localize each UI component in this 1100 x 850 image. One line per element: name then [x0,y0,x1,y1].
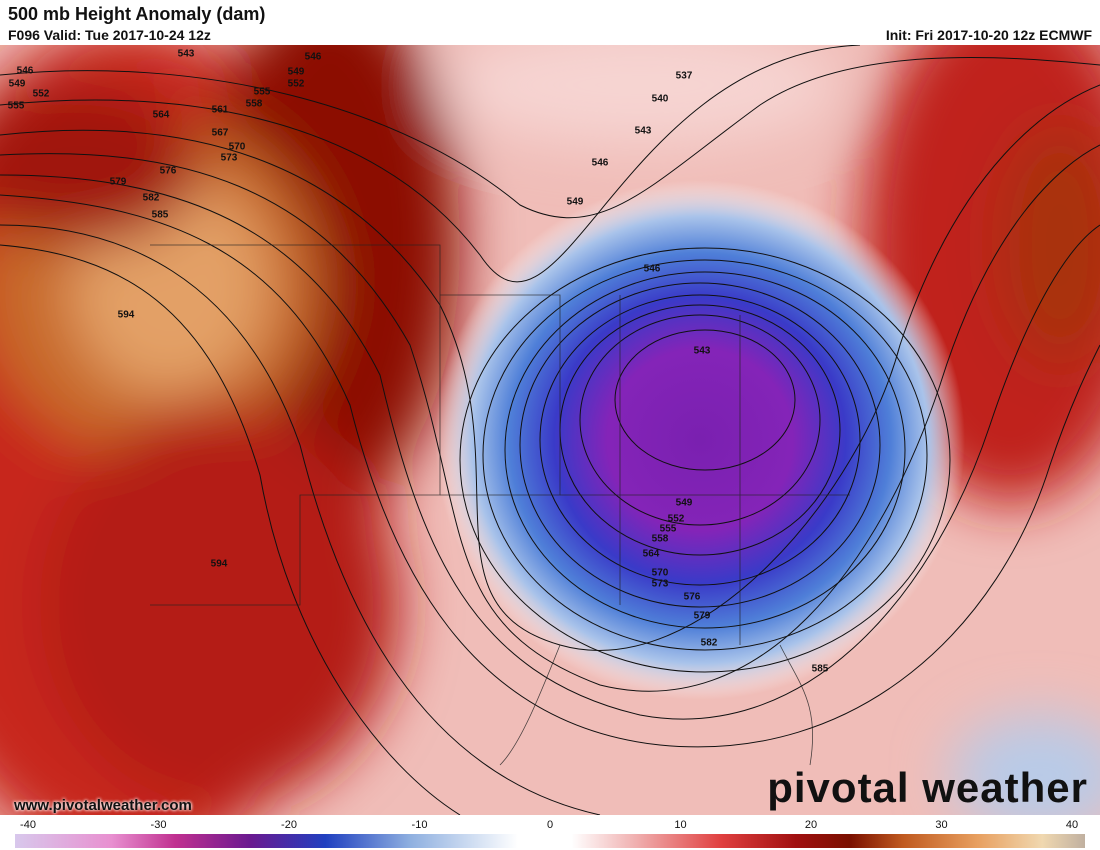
contour-label: 549 [9,79,26,90]
contour-label: 555 [660,524,677,535]
contour-label: 576 [160,166,177,177]
contour-label: 570 [229,142,246,153]
contour-label: 579 [110,177,127,188]
contour-label: 549 [676,498,693,509]
contour-label: 585 [152,210,169,221]
contour-label: 552 [33,89,50,100]
contour-label: 582 [701,638,718,649]
init-time: Init: Fri 2017-10-20 12z ECMWF [885,27,1092,43]
contour-label: 552 [668,514,685,525]
colorbar-tick-label: 40 [1066,819,1078,831]
contour-label: 546 [17,66,34,77]
colorbar-tick-label: 10 [674,819,686,831]
contour-label: 555 [8,101,25,112]
contour-label: 564 [643,549,660,560]
colorbar: -40 -30 -20 -10 0 10 20 30 40 [15,819,1085,848]
valid-time: F096 Valid: Tue 2017-10-24 12z [8,27,211,43]
contour-label: 537 [676,71,693,82]
contour-label: 594 [118,310,135,321]
contour-label: 582 [143,193,160,204]
contour-label: 549 [288,67,305,78]
contour-label: 576 [684,592,701,603]
contour-label: 543 [178,49,195,60]
contour-label: 594 [211,559,228,570]
contour-label: 546 [592,158,609,169]
colorbar-tick-label: -40 [20,819,36,831]
colorbar-tick-label: -10 [412,819,428,831]
contour-label: 540 [652,94,669,105]
colorbar-scale [15,834,1085,848]
contour-label: 543 [694,346,711,357]
map-title: 500 mb Height Anomaly (dam) [8,4,266,24]
contour-label: 546 [644,264,661,275]
contour-label: 573 [221,153,238,164]
contour-label: 567 [212,128,229,139]
colorbar-tick-label: 20 [805,819,817,831]
logo: pivotal weather [767,764,1088,811]
contour-label: 552 [288,79,305,90]
colorbar-tick-label: -30 [151,819,167,831]
contour-label: 573 [652,579,669,590]
contour-label: 558 [652,534,669,545]
contour-label: 546 [305,52,322,63]
contour-label: 564 [153,110,170,121]
contour-label: 555 [254,87,271,98]
contour-label: 570 [652,568,669,579]
colorbar-tick-label: 0 [547,819,553,831]
colorbar-tick-label: -20 [281,819,297,831]
colorbar-tick-label: 30 [935,819,947,831]
contour-label: 561 [212,105,229,116]
contour-label: 543 [635,126,652,137]
contour-label: 549 [567,197,584,208]
contour-label: 579 [694,611,711,622]
site-url: www.pivotalweather.com [14,797,192,814]
contour-label: 558 [246,99,263,110]
contour-label: 585 [812,664,829,675]
